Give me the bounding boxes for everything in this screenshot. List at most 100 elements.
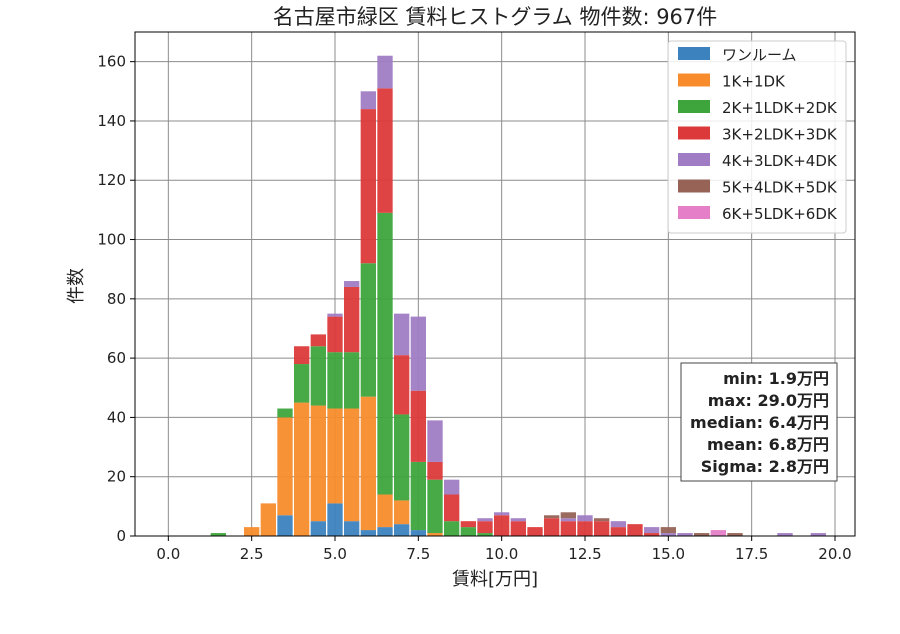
bar-4 [444,479,460,495]
bar-5 [727,533,743,536]
stats-line: Sigma: 2.8万円 [701,457,829,476]
bar-2 [310,346,326,406]
bar-2 [477,533,493,536]
legend-swatch [678,206,710,219]
bar-0 [394,524,410,536]
bar-1 [327,408,343,504]
bar-4 [660,533,676,536]
bar-3 [377,88,393,213]
bar-3 [360,109,376,264]
bar-2 [410,461,426,531]
bar-1 [277,417,293,516]
y-tick-label: 80 [107,290,126,308]
bar-4 [510,518,526,522]
stats-line: min: 1.9万円 [723,369,829,388]
bar-4 [427,420,443,462]
bar-0 [360,530,376,536]
legend-swatch [678,126,710,140]
bar-1 [360,396,376,531]
y-tick-label: 140 [97,112,126,130]
bar-4 [494,512,510,516]
bar-3 [644,533,660,536]
x-tick-label: 15.0 [652,545,685,563]
legend-frame [667,40,847,234]
bar-2 [360,263,376,397]
bar-1 [244,527,260,536]
bar-5 [694,533,710,536]
legend-label: 2K+1LDK+2DK [722,99,838,117]
bar-4 [360,91,376,110]
bar-2 [344,352,360,409]
bar-1 [260,503,276,536]
bar-2 [460,527,476,536]
stats-line: max: 29.0万円 [708,391,829,410]
legend-label: 3K+2LDK+3DK [722,126,838,144]
legend-swatch [678,73,710,87]
legend-label: 5K+4LDK+5DK [722,179,838,197]
bar-3 [494,515,510,536]
y-tick-label: 120 [97,171,126,189]
x-tick-label: 20.0 [818,545,851,563]
bar-2 [444,521,460,536]
bar-3 [610,527,626,536]
bar-3 [527,527,543,536]
bar-2 [294,364,310,403]
bar-4 [410,316,426,391]
bar-4 [777,533,793,536]
bar-0 [277,515,293,536]
y-tick-label: 160 [97,53,126,71]
bar-1 [344,408,360,522]
x-tick-label: 17.5 [735,545,768,563]
y-tick-label: 60 [107,349,126,367]
bar-2 [327,352,343,409]
bar-2 [394,414,410,501]
legend-label: 1K+1DK [722,73,786,91]
bar-1 [427,533,443,536]
bar-4 [810,533,826,536]
bar-2 [427,479,443,534]
bar-6 [710,530,726,536]
y-tick-label: 0 [116,527,126,545]
bar-4 [477,518,493,522]
bar-0 [344,521,360,536]
bar-3 [544,518,560,536]
bar-1 [310,405,326,522]
legend-swatch [678,153,710,166]
y-tick-label: 20 [107,468,126,486]
bar-0 [327,503,343,536]
bar-2 [277,408,293,418]
bar-3 [577,521,593,536]
x-tick-label: 10.0 [485,545,518,563]
legend-swatch [678,179,710,193]
bar-4 [560,518,576,522]
plot-area: 0.0 2.5 5.0 7.5 10.0 12.5 15.0 17.5 20.0 0 20 40 60 8… [97,31,856,563]
bar-0 [310,521,326,536]
bar-1 [377,494,393,528]
bar-5 [560,512,576,519]
bar-3 [594,521,610,536]
legend-swatch [678,100,710,113]
legend-label: 4K+3LDK+4DK [722,152,838,170]
y-tick-label: 40 [107,408,126,426]
bar-1 [394,500,410,525]
legend-label: 6K+5LDK+6DK [722,205,838,223]
bar-4 [644,527,660,534]
bar-3 [410,390,426,462]
bar-0 [377,527,393,536]
bar-4 [610,521,626,528]
bar-4 [677,533,693,536]
bar-4 [577,515,593,522]
bar-3 [344,286,360,353]
bar-4 [344,281,360,287]
bar-3 [394,355,410,415]
bar-3 [427,461,443,480]
x-tick-label: 7.5 [406,545,430,563]
chart-title: 名古屋市緑区 賃料ヒストグラム 物件数: 967件 [273,5,718,29]
bar-5 [594,518,610,522]
bar-3 [627,524,643,536]
x-tick-label: 12.5 [568,545,601,563]
bar-3 [477,521,493,534]
x-axis-label: 賃料[万円] [452,569,538,590]
